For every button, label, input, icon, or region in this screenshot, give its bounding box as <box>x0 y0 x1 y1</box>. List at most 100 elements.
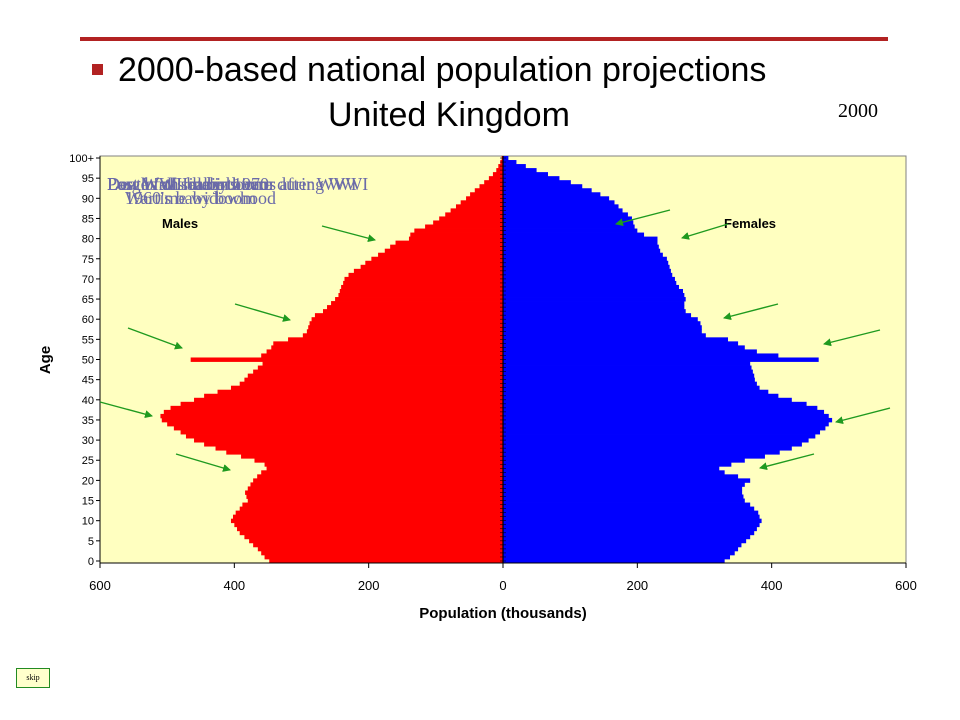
male-bar-age-79 <box>395 240 503 246</box>
y-tick-label-5: 5 <box>88 536 94 548</box>
annotation-arrow-8 <box>823 329 881 347</box>
male-bar-age-19 <box>250 482 503 487</box>
male-bar-age-67 <box>339 288 503 294</box>
female-bar-age-11 <box>503 514 760 520</box>
male-bar-age-25 <box>254 458 503 463</box>
female-bar-age-99 <box>503 160 517 165</box>
female-bar-age-35 <box>503 417 833 423</box>
male-bar-age-15 <box>247 498 503 503</box>
male-bar-age-94 <box>484 180 503 185</box>
female-bar-age-16 <box>503 494 744 499</box>
male-bar-age-57 <box>306 329 503 334</box>
male-bar-age-49 <box>262 361 503 366</box>
female-bar-age-30 <box>503 438 809 443</box>
annotation-arrow-1 <box>234 303 291 322</box>
female-bar-age-25 <box>503 458 745 463</box>
female-bar-age-70 <box>503 276 675 282</box>
female-bar-age-38 <box>503 405 818 411</box>
skip-button[interactable]: skip <box>16 668 50 688</box>
year-label: 2000 <box>838 100 878 122</box>
female-bar-age-19 <box>503 482 745 487</box>
y-tick-label-100: 100+ <box>69 153 94 165</box>
female-bar-age-63 <box>503 305 685 310</box>
female-bar-age-7 <box>503 530 755 536</box>
male-bar-age-40 <box>194 397 504 403</box>
male-bar-age-4 <box>253 542 503 548</box>
female-bar-age-79 <box>503 240 658 246</box>
female-bar-age-33 <box>503 425 826 431</box>
y-tick-label-55: 55 <box>82 334 94 346</box>
female-bar-age-53 <box>503 345 745 350</box>
male-bar-age-3 <box>257 546 503 552</box>
male-bar-age-93 <box>479 184 503 189</box>
female-bar-age-34 <box>503 421 829 427</box>
male-bar-age-82 <box>414 228 503 233</box>
male-bar-age-1 <box>264 554 503 560</box>
female-bar-age-39 <box>503 401 807 407</box>
male-bar-age-42 <box>217 389 503 395</box>
annotation-arrow-9 <box>835 407 891 425</box>
legend-males-label: Males <box>162 216 198 231</box>
male-bar-age-45 <box>244 377 504 383</box>
female-bar-age-87 <box>503 208 623 213</box>
female-bar-age-85 <box>503 216 632 221</box>
y-tick-label-80: 80 <box>82 234 94 246</box>
male-bar-age-6 <box>244 534 504 540</box>
male-bar-age-66 <box>338 293 503 298</box>
y-tick-label-40: 40 <box>82 395 94 407</box>
female-bar-age-46 <box>503 373 755 379</box>
y-tick-label-95: 95 <box>82 173 94 185</box>
male-bar-age-33 <box>173 425 503 431</box>
female-bar-age-50 <box>503 357 819 362</box>
female-bar-age-59 <box>503 321 701 326</box>
male-bar-age-59 <box>309 321 503 326</box>
slide-subtitle: United Kingdom <box>328 96 570 134</box>
annotation-arrow-7 <box>723 303 779 321</box>
male-bar-age-29 <box>204 442 503 447</box>
female-bar-age-54 <box>503 341 739 346</box>
female-bar-age-82 <box>503 228 638 233</box>
male-bar-age-62 <box>322 309 503 314</box>
male-bar-age-44 <box>239 381 503 387</box>
female-bar-age-62 <box>503 309 686 314</box>
male-bar-age-46 <box>247 373 503 379</box>
female-bar-age-88 <box>503 204 619 209</box>
male-bar-age-90 <box>466 196 503 201</box>
female-bar-age-52 <box>503 349 757 354</box>
female-bar-age-0 <box>503 558 725 564</box>
male-bar-age-92 <box>474 188 503 193</box>
female-bar-age-71 <box>503 272 673 278</box>
female-bar-age-8 <box>503 526 757 532</box>
female-bar-age-72 <box>503 268 671 274</box>
title-rule <box>80 37 888 41</box>
male-bar-age-8 <box>237 526 503 532</box>
male-bar-age-31 <box>185 434 503 439</box>
male-bar-age-34 <box>167 421 503 427</box>
male-bar-age-86 <box>445 212 503 217</box>
female-bar-age-75 <box>503 256 667 262</box>
male-bar-age-16 <box>246 494 503 499</box>
x-tick-label-2: 200 <box>358 578 380 593</box>
male-bar-age-28 <box>215 446 503 451</box>
x-tick-label-3: 0 <box>499 578 506 593</box>
female-bar-age-95 <box>503 176 560 181</box>
x-tick-label-0: 600 <box>89 578 111 593</box>
female-bar-age-68 <box>503 284 679 290</box>
y-tick-label-90: 90 <box>82 193 94 205</box>
male-bar-age-32 <box>180 430 503 435</box>
y-tick-label-10: 10 <box>82 516 94 528</box>
male-bar-age-30 <box>194 438 504 443</box>
male-bar-age-78 <box>390 244 503 250</box>
male-bar-age-2 <box>261 550 503 556</box>
female-bar-age-3 <box>503 546 739 552</box>
male-bar-age-47 <box>253 369 503 375</box>
male-bar-age-0 <box>269 558 503 564</box>
female-bar-age-29 <box>503 442 802 447</box>
y-tick-label-30: 30 <box>82 435 94 447</box>
female-bar-age-81 <box>503 232 645 237</box>
female-bar-age-60 <box>503 317 698 322</box>
female-bar-age-12 <box>503 510 759 516</box>
male-bar-age-80 <box>408 236 503 242</box>
female-bar-age-13 <box>503 506 755 512</box>
female-bar-age-49 <box>503 361 751 366</box>
